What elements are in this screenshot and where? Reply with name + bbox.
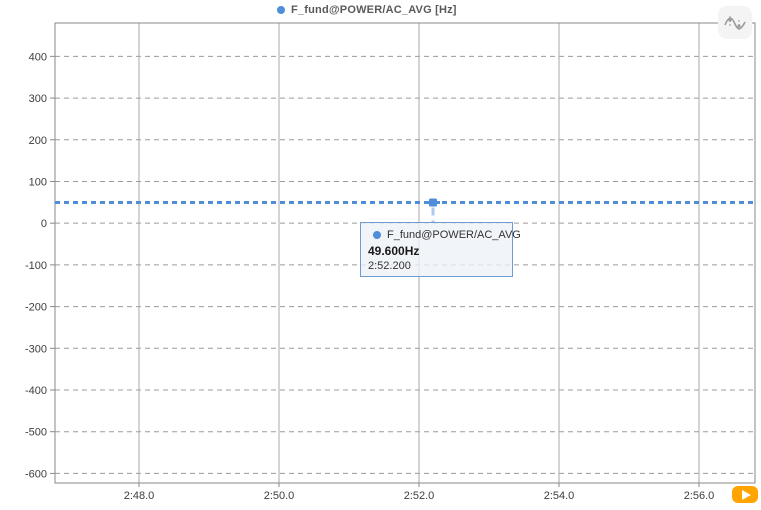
x-tick-label: 2:48.0: [124, 490, 155, 502]
tooltip-series-dot: [373, 231, 381, 239]
legend-series-dot: [277, 6, 285, 14]
x-tick-label: 2:56.0: [684, 490, 715, 502]
tooltip-value: 49.600Hz: [368, 244, 420, 258]
y-tick-label: 100: [29, 176, 47, 188]
play-icon: [741, 489, 751, 500]
x-tick-label: 2:50.0: [264, 490, 295, 502]
tooltip-series-label: F_fund@POWER/AC_AVG: [387, 229, 521, 241]
y-tick-label: 0: [41, 218, 47, 230]
x-tick-label: 2:54.0: [544, 490, 575, 502]
y-tick-label: -200: [25, 302, 47, 314]
y-tick-label: 400: [29, 51, 47, 63]
plot-frame: [54, 22, 756, 484]
cursor-tooltip: F_fund@POWER/AC_AVG 49.600Hz 2:52.200: [360, 222, 521, 277]
y-tick-label: -100: [25, 260, 47, 272]
legend-item[interactable]: F_fund@POWER/AC_AVG [Hz]: [277, 4, 457, 16]
y-tick-label: -300: [25, 343, 47, 355]
y-tick-label: 300: [29, 93, 47, 105]
legend-series-label: F_fund@POWER/AC_AVG [Hz]: [291, 4, 457, 16]
y-tick-label: 200: [29, 135, 47, 147]
signal-cursor-icon: [724, 15, 746, 31]
play-button[interactable]: [732, 486, 758, 503]
tooltip-time: 2:52.200: [368, 260, 411, 272]
signal-cursor-button[interactable]: [718, 6, 752, 39]
x-tick-label: 2:52.0: [404, 490, 435, 502]
y-tick-label: -600: [25, 468, 47, 480]
y-tick-label: -500: [25, 427, 47, 439]
y-tick-label: -400: [25, 385, 47, 397]
